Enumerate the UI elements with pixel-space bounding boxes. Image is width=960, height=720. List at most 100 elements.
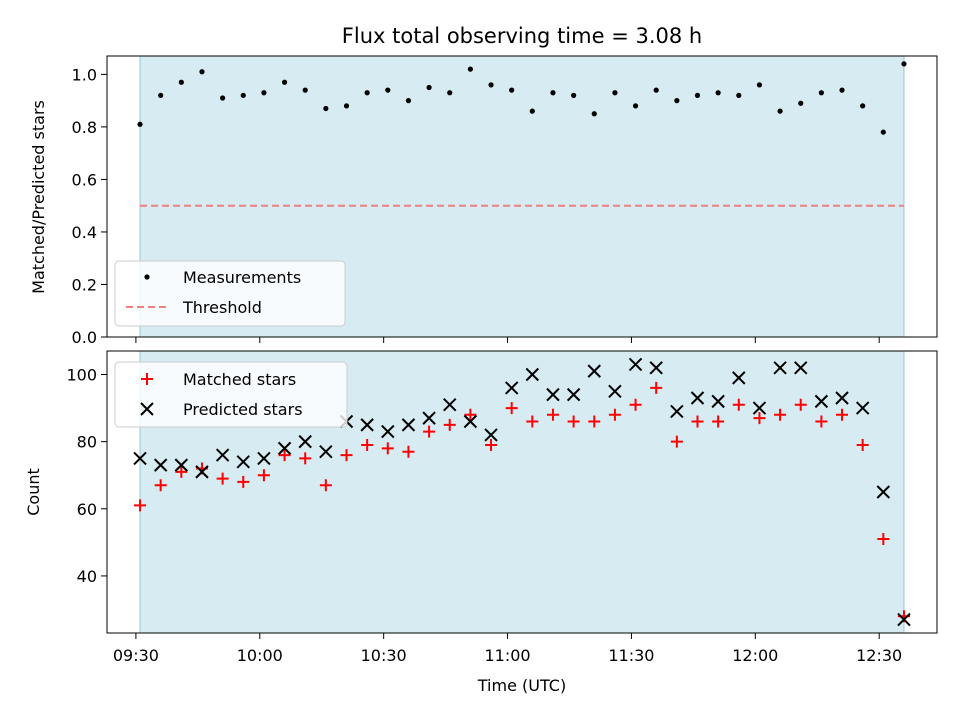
measurement-point <box>694 92 701 98</box>
predicted-stars-point <box>153 458 168 472</box>
top-y-axis-label: Matched/Predicted stars <box>29 100 48 294</box>
x-tick-label: 09:30 <box>113 646 159 665</box>
predicted-stars-point <box>711 394 725 409</box>
matched-stars-point <box>588 415 601 428</box>
predicted-stars-point <box>835 391 849 405</box>
measurement-point <box>777 108 783 114</box>
bottom-legend-box <box>114 361 348 428</box>
measurement-point <box>385 87 391 93</box>
predicted-stars-point <box>215 448 230 462</box>
matched-stars-point <box>877 533 890 545</box>
predicted-stars-point <box>794 361 808 375</box>
matched-stars-point <box>402 445 415 458</box>
measurement-point <box>509 87 515 93</box>
matched-stars-point <box>712 415 725 428</box>
matched-stars-point <box>299 452 312 465</box>
matched-stars-point <box>381 442 394 455</box>
legend-label-predicted-stars: Predicted stars <box>183 400 303 419</box>
matched-stars-point <box>629 398 642 411</box>
predicted-stars-point <box>690 391 705 405</box>
measurement-point <box>632 103 639 109</box>
top-legend: Measurements Threshold <box>114 260 346 327</box>
measurement-point <box>901 61 907 67</box>
matched-stars-point <box>608 408 621 421</box>
predicted-stars-point <box>484 428 498 442</box>
measurement-point <box>137 121 143 127</box>
predicted-stars-point <box>133 451 147 466</box>
legend-label-measurements: Measurements <box>183 268 301 287</box>
bottom-legend: Matched stars Predicted stars <box>114 361 348 428</box>
measurement-point <box>261 90 267 96</box>
matched-stars-point <box>505 402 518 415</box>
x-axis-label: Time (UTC) <box>477 676 566 695</box>
matched-stars-point <box>753 412 766 425</box>
measurement-point <box>240 92 246 98</box>
predicted-stars-point <box>525 367 540 382</box>
top-y-tick-label: 0.4 <box>72 223 97 242</box>
matched-stars-point <box>546 408 559 421</box>
matched-stars-point <box>340 449 353 462</box>
matched-stars-point <box>650 381 663 394</box>
matched-stars-point <box>732 398 745 411</box>
chart-title: Flux total observing time = 3.08 h <box>342 24 702 48</box>
x-tick-label: 12:30 <box>856 646 902 665</box>
matched-stars-point <box>774 408 787 421</box>
matched-stars-point <box>526 415 539 428</box>
matched-stars-point <box>856 439 869 451</box>
top-y-tick-label: 1.0 <box>72 65 97 84</box>
x-tick-label: 10:30 <box>361 646 407 665</box>
bottom-y-tick-label: 80 <box>77 433 97 452</box>
x-tick-label: 11:00 <box>484 646 530 665</box>
measurement-point <box>818 90 824 96</box>
matched-stars-point <box>836 408 849 421</box>
bottom-plot-frame <box>106 350 938 634</box>
legend-marker-measurements <box>144 274 150 280</box>
predicted-stars-point <box>876 485 891 499</box>
predicted-stars-point <box>649 361 663 375</box>
bottom-y-tick-label: 100 <box>66 366 97 385</box>
predicted-stars-point <box>670 404 684 419</box>
bottom-x-ticks: 09:30 10:00 10:30 11:00 11:30 12:00 12:30 <box>113 633 902 665</box>
matched-stars-point <box>278 449 291 462</box>
matched-stars-point <box>485 439 498 451</box>
predicted-stars-point <box>174 458 189 472</box>
x-tick-label: 11:30 <box>608 646 654 665</box>
x-tick-label: 10:00 <box>237 646 283 665</box>
top-legend-box <box>114 260 346 327</box>
measurement-point <box>674 98 680 104</box>
legend-marker-matched-stars <box>141 373 153 385</box>
matched-stars-point <box>691 415 704 428</box>
top-panel: 0.0 0.2 0.4 0.6 0.8 1.0 Flux total observing … <box>29 24 938 347</box>
predicted-stars-point <box>773 361 787 375</box>
measurement-point <box>880 129 886 135</box>
measurement-point <box>178 79 184 85</box>
measurement-point <box>281 79 288 85</box>
measurement-point <box>591 111 597 117</box>
matched-stars-point <box>423 425 436 438</box>
measurement-point <box>199 69 205 75</box>
predicted-stars-point <box>298 434 312 449</box>
measurement-point <box>220 95 226 101</box>
top-x-ticks <box>135 337 880 343</box>
predicted-stars-point <box>855 401 870 415</box>
measurement-point <box>839 87 845 93</box>
matched-stars-point <box>443 418 456 431</box>
matched-stars-point <box>175 465 188 478</box>
measurement-point <box>405 98 412 104</box>
predicted-stars-point <box>546 387 560 402</box>
predicted-stars-point <box>257 451 271 466</box>
measurement-point <box>158 92 164 98</box>
measurement-point <box>653 87 659 93</box>
legend-marker-predicted-stars <box>140 402 154 416</box>
measurement-point <box>529 108 535 114</box>
matched-stars-point <box>237 475 250 488</box>
bottom-y-tick-label: 40 <box>77 567 97 586</box>
predicted-stars-point <box>732 371 746 385</box>
bottom-y-tick-label: 60 <box>77 500 97 519</box>
predicted-stars-point <box>236 455 250 469</box>
predicted-stars-point <box>443 398 457 412</box>
top-y-tick-label: 0.8 <box>72 118 97 137</box>
measurement-points <box>137 61 907 135</box>
bottom-panel: 40 60 80 100 09:30 10:00 10:30 11:00 11:30 12:00… <box>24 350 938 695</box>
